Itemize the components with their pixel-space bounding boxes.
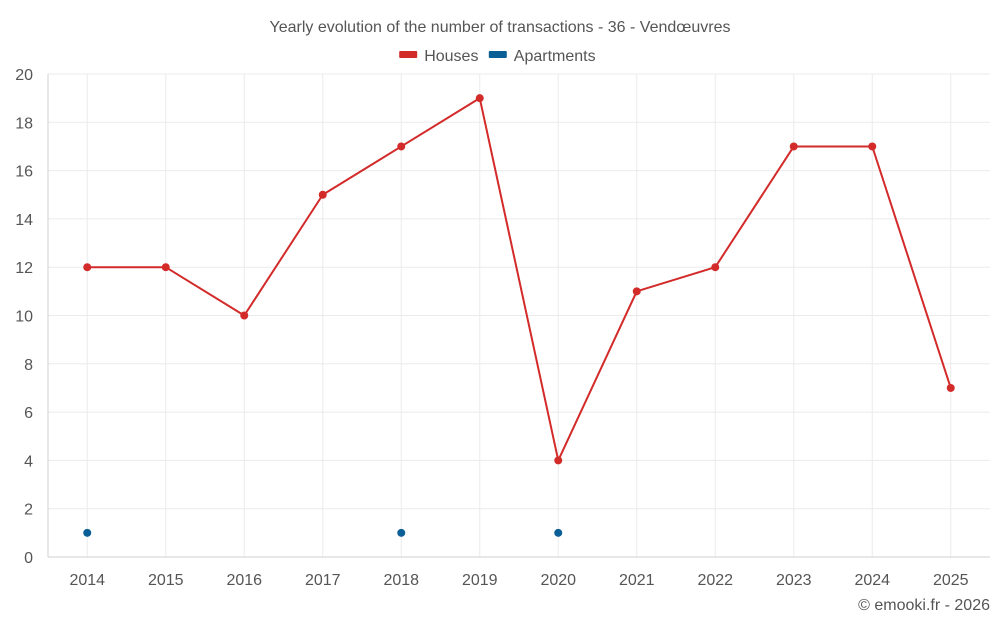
data-point	[789, 142, 798, 151]
data-point	[83, 528, 92, 537]
x-tick-label: 2015	[148, 572, 184, 589]
data-point	[475, 94, 484, 103]
legend-swatch	[488, 51, 507, 58]
series-layer	[83, 94, 955, 537]
series-apartments	[83, 528, 563, 537]
x-tick-label: 2014	[69, 572, 105, 589]
data-point	[240, 311, 249, 320]
data-point	[318, 190, 327, 199]
x-tick-label: 2016	[226, 572, 262, 589]
data-point	[161, 263, 170, 272]
credit-text: © emooki.fr - 2026	[858, 597, 990, 614]
legend-swatch	[399, 51, 418, 58]
y-tick-label: 0	[24, 550, 33, 567]
y-tick-label: 16	[15, 164, 33, 181]
x-tick-label: 2024	[854, 572, 890, 589]
data-point	[397, 142, 406, 151]
x-tick-label: 2022	[697, 572, 733, 589]
data-point	[632, 287, 641, 296]
x-tick-label: 2020	[540, 572, 576, 589]
data-point	[554, 456, 563, 465]
y-tick-label: 20	[15, 67, 33, 84]
y-tick-label: 4	[24, 453, 33, 470]
data-point	[554, 528, 563, 537]
y-tick-label: 8	[24, 357, 33, 374]
x-tick-label: 2025	[933, 572, 969, 589]
y-tick-label: 6	[24, 405, 33, 422]
data-point	[711, 263, 720, 272]
data-point	[868, 142, 877, 151]
y-tick-label: 2	[24, 502, 33, 519]
data-point	[83, 263, 92, 272]
x-tick-label: 2018	[383, 572, 419, 589]
data-point	[397, 528, 406, 537]
x-axis: 2014 2015 2016 2017 2018 2019 2020 2021 2022 2023…	[48, 556, 990, 589]
legend-item-houses[interactable]: Houses	[399, 48, 478, 65]
y-tick-label: 10	[15, 309, 33, 326]
legend-label: Apartments	[514, 48, 596, 65]
x-tick-label: 2021	[619, 572, 655, 589]
legend: Houses Apartments	[399, 48, 596, 65]
legend-item-apartments[interactable]: Apartments	[488, 48, 596, 65]
y-tick-label: 18	[15, 115, 33, 132]
legend-label: Houses	[424, 48, 478, 65]
x-tick-label: 2023	[776, 572, 812, 589]
y-tick-label: 14	[15, 212, 33, 229]
x-tick-label: 2019	[462, 572, 498, 589]
chart-title: Yearly evolution of the number of transa…	[270, 19, 731, 36]
series-houses	[83, 94, 955, 465]
x-tick-label: 2017	[305, 572, 341, 589]
series-line-houses	[87, 97, 952, 462]
y-tick-label: 12	[15, 260, 33, 277]
data-point	[946, 383, 955, 392]
y-axis: 0 2 4 6 8 10 12 14 16 18 20	[15, 67, 49, 567]
